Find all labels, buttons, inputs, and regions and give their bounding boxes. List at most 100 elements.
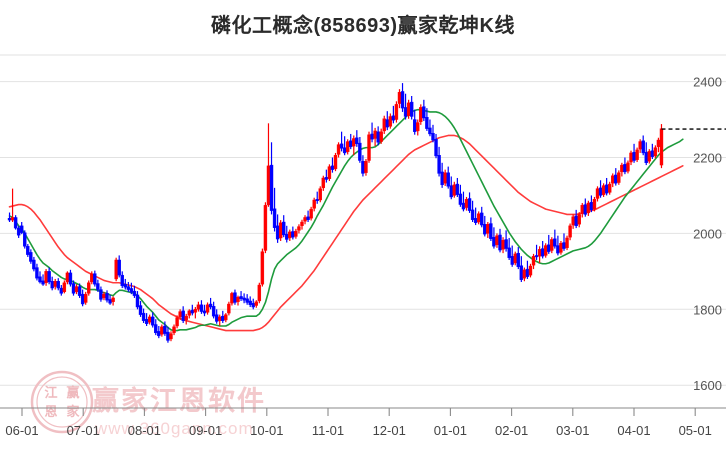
candle-body [577,214,581,225]
candle-body [111,297,115,302]
x-axis-labels: 06-01 07-01 08-01 09-01 10-01 11-01 12-01 01-01… [5,423,711,438]
seal-char: 江 [44,385,57,401]
candle-body [199,304,204,312]
candle-body [419,107,423,122]
candlestick-series [7,83,664,343]
candle-body [87,282,91,294]
candle-body [294,230,298,237]
candle-body [483,224,487,235]
candle-body [190,309,195,314]
candle-body [218,316,222,321]
candle-body [480,212,484,226]
candle-body [16,227,21,236]
candle-body [233,292,237,303]
y-tick-label: 2000 [693,226,722,241]
candle-body [278,222,283,239]
candle-body [400,91,405,109]
candle-body [300,221,304,227]
candle-body [583,204,588,215]
candle-body [53,281,57,287]
candle-body [184,315,188,321]
candle-body [540,248,545,257]
candle-body [169,333,173,340]
candle-body [333,155,338,170]
candle-body [227,303,231,314]
y-tick-label: 2200 [693,150,722,165]
candle-body [230,293,234,304]
candle-body [498,234,502,251]
candle-body [147,316,152,323]
x-tick-label: 05-01 [679,423,712,438]
candle-body [461,202,466,210]
candle-body [245,298,249,303]
candle-body [455,183,460,195]
candle-body [315,199,319,201]
candle-body [117,259,121,276]
candle-body [20,225,24,233]
candle-body [382,118,386,132]
candle-body [416,122,420,132]
watermark-url: www.360gann.com [94,419,254,438]
candle-body [397,91,402,104]
candle-body [470,209,475,220]
candle-body [297,226,301,231]
candle-body [327,166,332,179]
candle-body [80,293,85,305]
candle-body [205,304,210,313]
candle-body [559,243,563,253]
candle-body [23,232,27,247]
candle-body [611,175,615,184]
x-tick-label: 11-01 [312,423,344,438]
candle-body [62,282,67,293]
candle-body [486,224,490,234]
candle-body [507,247,511,258]
candle-body [303,217,307,222]
candle-body [519,265,524,280]
watermark: 江赢恩家赢家江恩软件 www.360gann.com [30,370,264,438]
candle-body [352,138,356,147]
candle-body [123,284,127,288]
candle-body [208,303,213,308]
candle-body [99,289,103,300]
candle-body [589,202,594,211]
candle-body [428,127,432,135]
candle-body [440,171,444,186]
candle-body [406,102,411,116]
candle-body [349,140,353,148]
candle-body [221,315,225,321]
candle-body [607,183,612,193]
candle-body [35,267,39,279]
candle-body [56,281,60,289]
candle-body [105,293,109,301]
x-axis [0,407,726,416]
candle-body [391,115,396,121]
candle-body [373,130,377,139]
candle-body [7,218,12,221]
candle-body [476,213,481,223]
candle-body [211,306,216,317]
candle-body [71,283,76,294]
x-tick-label: 08-01 [128,423,161,438]
candle-body [38,276,42,283]
candle-body [108,299,112,304]
x-tick-label: 06-01 [5,423,38,438]
candle-body [653,147,658,157]
candle-body [102,293,106,299]
candle-body [355,137,359,145]
ma-short-line [8,108,684,332]
candle-body [114,259,118,280]
candle-body [74,286,79,293]
candle-body [629,152,633,163]
seal-outer-circle [30,370,94,434]
candle-body [425,117,429,129]
ma-short-path [8,108,684,332]
candle-body [437,155,441,174]
candle-body [571,216,575,226]
x-tick-label: 12-01 [373,423,406,438]
x-tick-label: 01-01 [434,423,467,438]
y-tick-label: 2400 [693,75,722,90]
candle-body [467,198,472,211]
candle-body [638,141,642,150]
candle-body [321,177,326,189]
